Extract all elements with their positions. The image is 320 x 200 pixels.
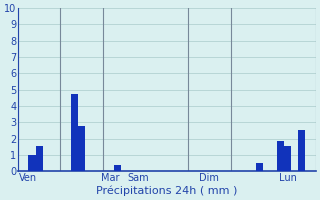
Bar xyxy=(298,130,305,171)
Bar xyxy=(255,163,263,171)
Bar xyxy=(114,165,121,171)
Bar xyxy=(284,146,291,171)
Bar xyxy=(28,155,36,171)
X-axis label: Précipitations 24h ( mm ): Précipitations 24h ( mm ) xyxy=(96,185,237,196)
Bar xyxy=(78,126,85,171)
Bar xyxy=(277,141,284,171)
Bar xyxy=(71,94,78,171)
Bar xyxy=(36,146,43,171)
